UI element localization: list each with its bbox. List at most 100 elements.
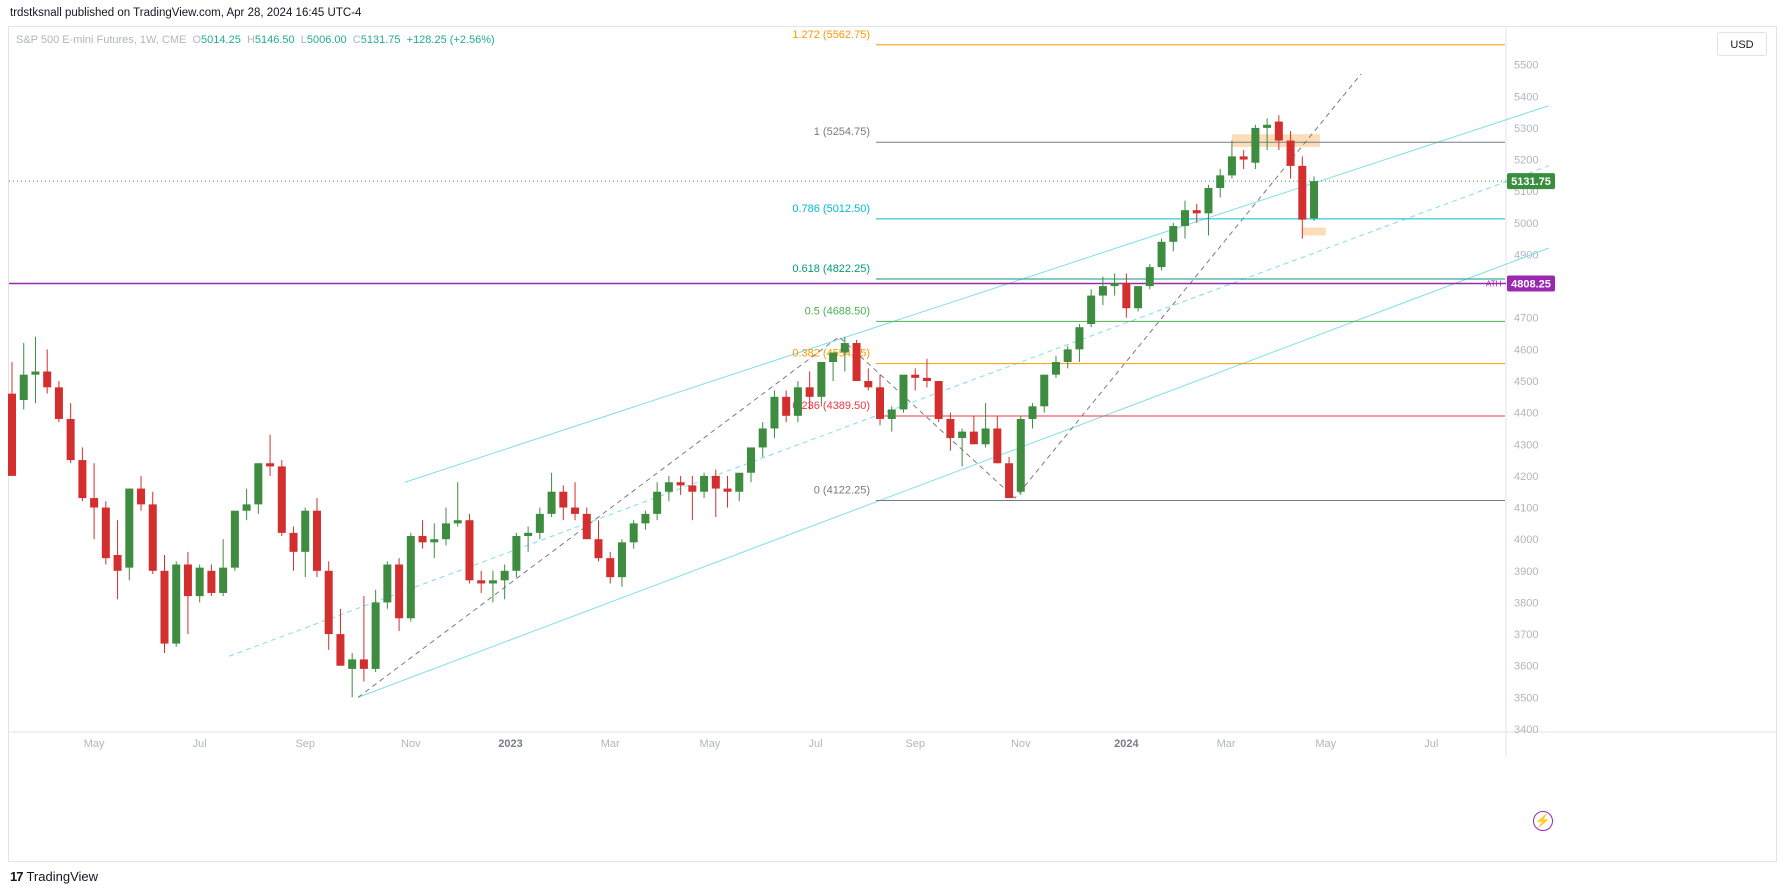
candle-down: [183, 564, 192, 597]
candle-down: [336, 634, 345, 666]
fib-level-label: 1.272 (5562.75): [792, 29, 870, 41]
candle-down: [582, 513, 591, 540]
y-tick-label: 4600: [1514, 344, 1538, 356]
candle-up: [1087, 295, 1096, 325]
low-value: 5006.00: [306, 34, 347, 46]
candle-up: [242, 504, 251, 511]
y-tick-label: 3500: [1514, 692, 1538, 704]
candle-down: [1286, 140, 1295, 166]
zigzag-line: [357, 73, 1362, 698]
y-tick-label: 5100: [1514, 186, 1538, 198]
y-tick-label: 3600: [1514, 661, 1538, 673]
candle-up: [1251, 127, 1260, 163]
candle-up: [653, 491, 662, 514]
candle-up: [301, 510, 310, 552]
candle-up: [1016, 418, 1025, 492]
close-label: C: [352, 34, 361, 46]
x-tick-label: Jul: [193, 738, 207, 750]
x-tick-label: Sep: [295, 738, 315, 750]
candle-up: [195, 567, 204, 597]
fib-level-label: 1 (5254.75): [814, 126, 870, 138]
brand-name[interactable]: TradingView: [26, 869, 99, 884]
candle-up: [430, 539, 439, 543]
y-tick-label: 4200: [1514, 471, 1538, 483]
candle-down: [688, 485, 697, 492]
candle-up: [1134, 286, 1143, 309]
x-tick-label: Nov: [1011, 738, 1031, 750]
tradingview-logo-icon[interactable]: 17: [10, 869, 24, 884]
candle-down: [90, 498, 99, 508]
candle-up: [1310, 181, 1319, 219]
change-value: +128.25 (+2.56%): [406, 34, 495, 46]
candle-down: [1122, 282, 1131, 309]
candle-down: [782, 396, 791, 416]
candle-up: [442, 523, 451, 540]
high-label: H: [246, 34, 255, 46]
candle-down: [101, 507, 110, 559]
candle-up: [770, 396, 779, 429]
candle-down: [78, 460, 87, 499]
y-tick-label: 4000: [1514, 534, 1538, 546]
candle-down: [969, 431, 978, 445]
candle-down: [805, 387, 814, 397]
y-tick-label: 5500: [1514, 60, 1538, 72]
candle-down: [1005, 463, 1014, 499]
candle-down: [359, 659, 368, 669]
ath-label: ATH: [1486, 279, 1502, 288]
candle-down: [911, 374, 920, 378]
fib-level-label: 0.786 (5012.50): [792, 203, 870, 215]
candle-down: [594, 539, 603, 559]
ath-price-tag: [1507, 275, 1555, 292]
y-tick-label: 5000: [1514, 218, 1538, 230]
x-tick-label: May: [1315, 738, 1336, 750]
candle-up: [230, 510, 239, 568]
x-tick-label: Nov: [401, 738, 421, 750]
candle-up: [664, 482, 673, 492]
candle-down: [876, 387, 885, 419]
candle-up: [899, 374, 908, 410]
candle-down: [852, 343, 861, 381]
candle-up: [617, 542, 626, 578]
open-value: 5014.25: [201, 34, 241, 46]
candle-up: [981, 428, 990, 445]
candle-down: [864, 381, 873, 388]
candle-up: [1204, 188, 1213, 214]
candle-down: [606, 558, 615, 578]
last-price-label: 5131.75: [1511, 176, 1551, 188]
candle-up: [758, 428, 767, 448]
x-tick-label: Mar: [601, 738, 620, 750]
y-tick-label: 4500: [1514, 376, 1538, 388]
x-tick-label: May: [84, 738, 105, 750]
fib-level-label: 0.5 (4688.50): [805, 305, 870, 317]
ath-price-label: 4808.25: [1511, 278, 1551, 290]
candle-up: [887, 409, 896, 419]
candle-up: [1063, 349, 1072, 363]
candle-up: [1098, 286, 1107, 296]
close-value: 5131.75: [360, 34, 401, 46]
candle-up: [1216, 175, 1225, 189]
candle-up: [383, 564, 392, 603]
candle-down: [277, 466, 286, 533]
candle-up: [746, 447, 755, 473]
y-tick-label: 5200: [1514, 155, 1538, 167]
symbol-name: S&P 500 E-mini Futures, 1W, CME: [16, 34, 187, 46]
lightning-icon[interactable]: ⚡: [1533, 811, 1553, 831]
candle-up: [1075, 327, 1084, 350]
candle-down: [266, 463, 275, 467]
currency-button[interactable]: USD: [1717, 32, 1767, 56]
candle-down: [207, 570, 216, 593]
low-label: L: [300, 34, 307, 46]
x-tick-label: 2024: [1114, 738, 1139, 750]
candle-up: [254, 463, 263, 505]
x-tick-label: Sep: [905, 738, 925, 750]
y-tick-label: 3700: [1514, 629, 1538, 641]
candle-up: [512, 536, 521, 571]
candle-up: [1110, 282, 1119, 287]
candle-down: [711, 475, 720, 489]
candle-up: [371, 602, 380, 669]
candle-down: [113, 555, 122, 571]
candle-up: [1157, 241, 1166, 268]
candle-up: [958, 431, 967, 438]
candle-down: [66, 418, 75, 461]
